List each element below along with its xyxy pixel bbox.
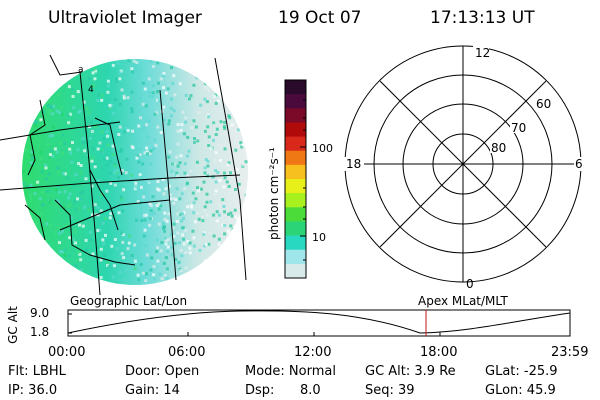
dsp-value: 8.0 — [300, 383, 321, 398]
colorbar-segment — [285, 80, 306, 95]
ip-info: IP: 36.0 — [8, 383, 58, 398]
colorbar-tick-100: 100 — [312, 142, 333, 155]
polar-ring-60: 60 — [536, 97, 551, 111]
x-tick-0000: 00:00 — [48, 345, 86, 360]
timeline-frame — [67, 309, 571, 337]
colorbar-segment — [285, 122, 306, 137]
altitude-curve — [67, 310, 571, 334]
colorbar-segment — [285, 207, 306, 222]
colorbar-segment — [285, 179, 306, 194]
colorbar-tick-10: 10 — [312, 231, 326, 244]
map-mark-4: 4 — [88, 85, 94, 95]
time-label: 17:13:13 UT — [430, 8, 535, 28]
x-tick-0600: 06:00 — [168, 345, 206, 360]
colorbar-ticks — [300, 99, 306, 261]
polar-label-left: 18 — [346, 157, 361, 171]
x-tick-1200: 12:00 — [294, 345, 332, 360]
colorbar-segment — [285, 235, 306, 251]
colorbar-label: photon cm⁻²s⁻¹ — [267, 147, 281, 240]
polar-plot — [344, 45, 582, 283]
apex-mlat-label: Apex MLat/MLT — [418, 294, 508, 308]
x-tick-2359: 23:59 — [551, 345, 589, 360]
dsp-label: Dsp: — [245, 383, 275, 398]
colorbar-segment — [285, 193, 306, 208]
mode-info: Mode: Normal — [245, 364, 336, 379]
colorbar-frame — [284, 79, 307, 279]
colorbar-segment — [285, 136, 306, 152]
polar-label-right: 6 — [575, 157, 583, 171]
gc-alt-info: GC Alt: 3.9 Re — [365, 364, 456, 379]
seq-info: Seq: 39 — [365, 383, 415, 398]
colorbar-segment — [285, 249, 306, 265]
map-mark-a: a — [78, 65, 84, 75]
colorbar-segment — [285, 94, 306, 109]
polar-label-top: 12 — [475, 46, 490, 60]
x-tick-1800: 18:00 — [420, 345, 458, 360]
colorbar-segment — [285, 108, 306, 123]
colorbar — [285, 80, 306, 279]
uv-image-disk — [0, 54, 248, 296]
polar-label-bottom: 0 — [466, 277, 474, 291]
polar-ring-70: 70 — [511, 121, 526, 135]
geo-latlon-label: Geographic Lat/Lon — [70, 294, 188, 308]
gain-info: Gain: 14 — [125, 383, 180, 398]
colorbar-segment — [285, 164, 306, 180]
flt-info: Flt: LBHL — [8, 364, 66, 379]
latlon-grid-lines — [0, 54, 247, 296]
date-label: 19 Oct 07 — [278, 8, 362, 28]
timeline-ticks — [68, 313, 441, 336]
glon-info: GLon: 45.9 — [485, 383, 556, 398]
colorbar-segment — [285, 150, 306, 166]
coastline-lines — [24, 99, 136, 266]
glat-info: GLat: -25.9 — [485, 364, 558, 379]
door-info: Door: Open — [125, 364, 200, 379]
polar-ring-80: 80 — [491, 141, 506, 155]
y-tick-1-8: 1.8 — [30, 325, 50, 339]
instrument-title: Ultraviolet Imager — [48, 8, 202, 28]
colorbar-segment — [285, 263, 306, 279]
colorbar-segment — [285, 221, 306, 236]
y-tick-9: 9.0 — [30, 306, 50, 320]
gc-alt-axis-title: GC Alt — [5, 306, 20, 344]
